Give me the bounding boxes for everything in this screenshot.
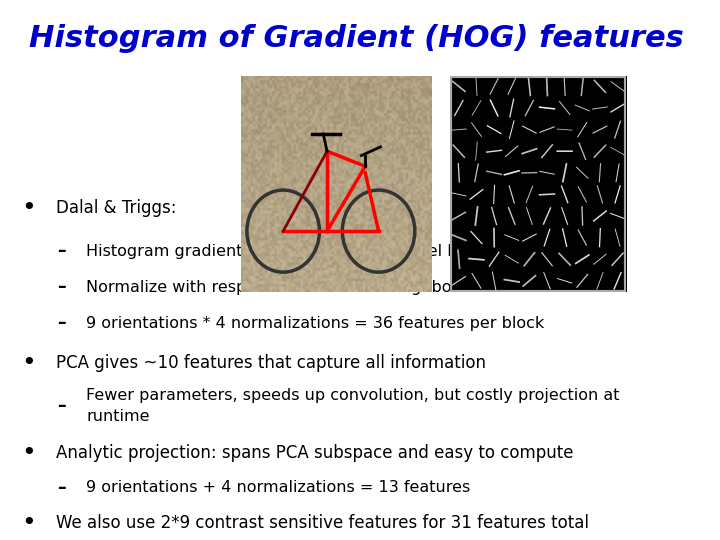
Text: –: – [58, 278, 66, 296]
Text: 9 orientations + 4 normalizations = 13 features: 9 orientations + 4 normalizations = 13 f… [86, 480, 471, 495]
Text: PCA gives ~10 features that capture all information: PCA gives ~10 features that capture all … [56, 354, 486, 372]
Text: Dalal & Triggs:: Dalal & Triggs: [56, 199, 176, 217]
Text: Histogram gradient orientations in 8x8 pixel blocks (9 bins): Histogram gradient orientations in 8x8 p… [86, 244, 564, 259]
Text: Fewer parameters, speeds up convolution, but costly projection at
runtime: Fewer parameters, speeds up convolution,… [86, 388, 620, 424]
Text: Histogram of Gradient (HOG) features: Histogram of Gradient (HOG) features [29, 24, 683, 53]
Text: Analytic projection: spans PCA subspace and easy to compute: Analytic projection: spans PCA subspace … [56, 443, 574, 462]
Text: –: – [58, 478, 66, 497]
Text: –: – [58, 242, 66, 260]
Text: •: • [22, 441, 36, 464]
Text: –: – [58, 314, 66, 333]
Text: –: – [58, 397, 66, 415]
Text: 9 orientations * 4 normalizations = 36 features per block: 9 orientations * 4 normalizations = 36 f… [86, 316, 544, 331]
Text: We also use 2*9 contrast sensitive features for 31 features total: We also use 2*9 contrast sensitive featu… [56, 514, 589, 532]
Text: •: • [22, 196, 36, 220]
Text: Normalize with respect to 4 different neighborhoods and truncate: Normalize with respect to 4 different ne… [86, 280, 616, 295]
Text: •: • [22, 511, 36, 535]
Text: •: • [22, 351, 36, 375]
